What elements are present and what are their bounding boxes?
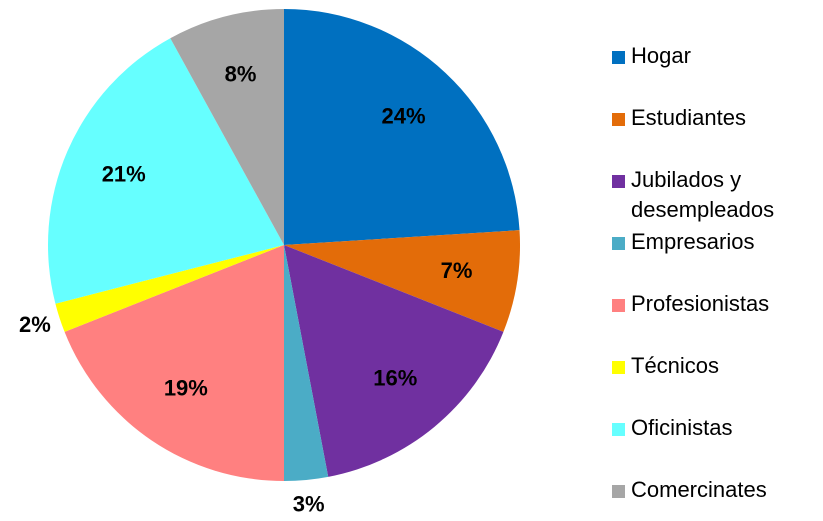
pie-slice: [284, 230, 520, 332]
legend-swatch: [612, 113, 625, 126]
data-label: 8%: [225, 62, 257, 87]
pie-slice: [170, 9, 284, 245]
pie-slice: [284, 245, 504, 477]
legend-label: Hogar: [631, 43, 691, 68]
legend-swatch: [612, 299, 625, 312]
legend-label: Estudiantes: [631, 105, 746, 130]
legend-swatch: [612, 175, 625, 188]
data-label: 19%: [164, 375, 208, 400]
legend-swatch: [612, 361, 625, 374]
data-label: 7%: [441, 258, 473, 283]
pie-slice: [47, 38, 284, 304]
pie-slice: [284, 245, 329, 481]
pie-slice: [64, 245, 284, 481]
data-label: 21%: [102, 161, 146, 186]
legend-label: Técnicos: [631, 353, 719, 378]
pie-slice: [284, 9, 520, 245]
legend-label: Jubilados y desempleados: [631, 167, 774, 222]
legend-swatch: [612, 485, 625, 498]
data-label: 24%: [382, 104, 426, 129]
legend-swatch: [612, 423, 625, 436]
data-label: 16%: [373, 365, 417, 390]
data-label: 3%: [293, 492, 325, 517]
legend-swatch: [612, 237, 625, 250]
pie-slice: [55, 245, 285, 332]
legend-label: Empresarios: [631, 229, 754, 254]
legend-label: Profesionistas: [631, 291, 769, 316]
data-label: 2%: [19, 312, 51, 337]
legend-label: Oficinistas: [631, 415, 732, 440]
legend-label: Comercinates: [631, 477, 767, 502]
legend-swatch: [612, 51, 625, 64]
